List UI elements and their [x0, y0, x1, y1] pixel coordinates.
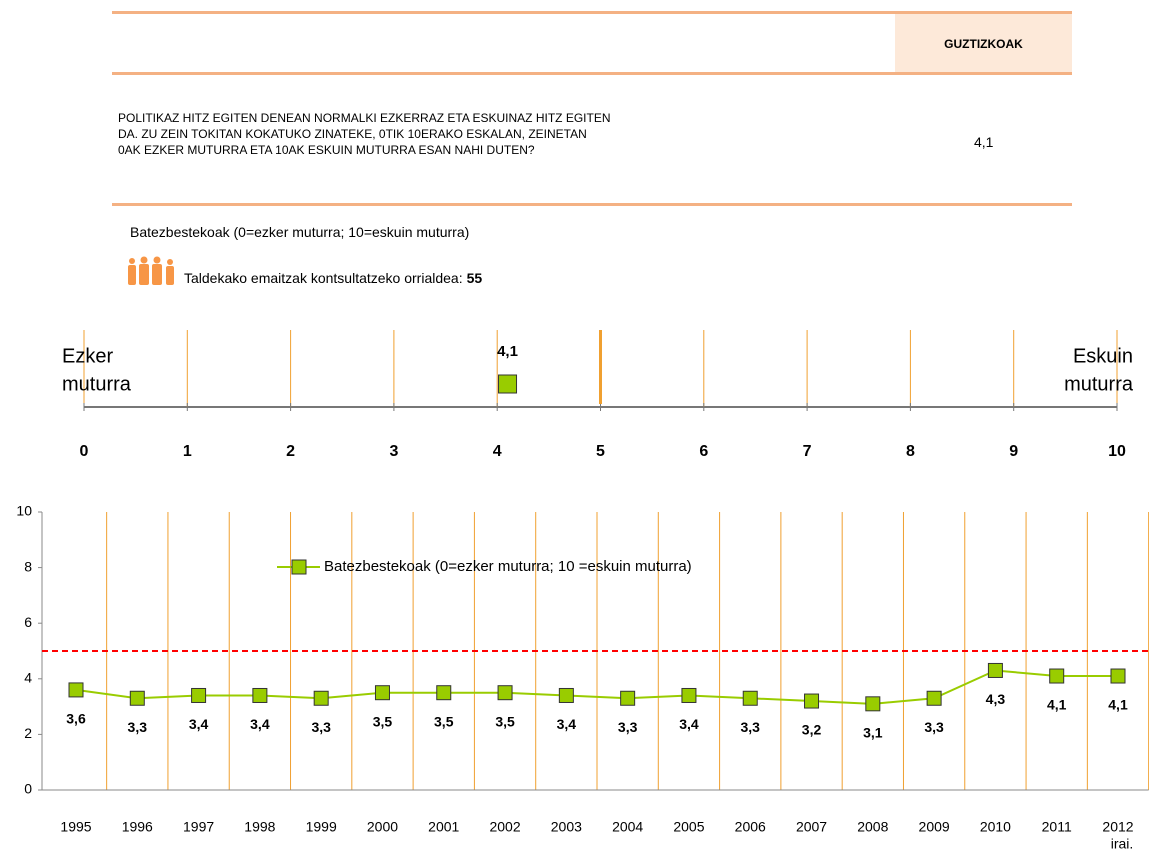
value-label: 3,5 — [373, 713, 393, 729]
value-label: 3,3 — [924, 719, 944, 735]
value-label: 3,4 — [250, 716, 270, 732]
marker — [313, 690, 329, 706]
marker — [620, 690, 636, 706]
marker — [497, 685, 513, 701]
legend-marker — [291, 559, 307, 575]
y-tick-label: 10 — [16, 503, 32, 519]
x-tick-label: 2000 — [367, 819, 398, 835]
value-label: 3,3 — [128, 719, 148, 735]
question-line: 0AK EZKER MUTURRA ETA 10AK ESKUIN MUTURR… — [118, 143, 535, 157]
x-tick-label: 8 — [906, 443, 915, 460]
x-tick-label: 2011 — [1042, 819, 1072, 835]
series-line — [75, 669, 1118, 705]
value-label: 3,3 — [311, 719, 331, 735]
x-tick-label: 1 — [183, 443, 192, 460]
marker — [68, 682, 84, 698]
x-tick-label: 2006 — [735, 819, 766, 835]
marker — [252, 687, 268, 703]
marker — [681, 687, 697, 703]
value-label: 4,1 — [497, 343, 518, 360]
rule — [112, 11, 1072, 14]
x-tick-label: 0 — [80, 443, 89, 460]
x-tick-label: 2005 — [673, 819, 704, 835]
x-tick-label: 1995 — [60, 819, 91, 835]
marker — [498, 374, 518, 394]
value-label: 3,4 — [557, 716, 577, 732]
rule — [112, 72, 1072, 75]
marker — [436, 685, 452, 701]
x-tick-label: 1997 — [183, 819, 214, 835]
value-label: 4,3 — [986, 691, 1006, 707]
x-tick-label: 4 — [493, 443, 502, 460]
y-tick-label: 6 — [24, 614, 32, 630]
marker — [987, 662, 1003, 678]
x-tick-label: 1996 — [122, 819, 153, 835]
value-label: 3,5 — [434, 713, 454, 729]
value-label: 3,1 — [863, 725, 883, 741]
y-tick-label: 0 — [24, 781, 32, 797]
value-label: 3,6 — [66, 711, 86, 727]
value-label: 3,4 — [189, 716, 209, 732]
x-tick-label: 1998 — [244, 819, 275, 835]
x-tick-label: 2010 — [980, 819, 1011, 835]
end-label: Eskuin — [1073, 345, 1133, 367]
legend-label: Batezbestekoak (0=ezker muturra; 10 =esk… — [324, 558, 692, 575]
marker — [865, 696, 881, 712]
marker — [1110, 668, 1126, 684]
value-label: 3,3 — [741, 719, 761, 735]
category-note: irai. — [1111, 836, 1134, 852]
value-label: 4,1 — [1047, 697, 1067, 713]
marker — [129, 690, 145, 706]
page-reference: Taldekako emaitzak kontsultatzeko orrial… — [184, 270, 482, 286]
value-label: 4,1 — [1108, 697, 1128, 713]
marker — [191, 687, 207, 703]
y-tick-label: 2 — [24, 725, 32, 741]
x-tick-label: 10 — [1108, 443, 1126, 460]
x-tick-label: 2001 — [428, 819, 459, 835]
x-tick-label: 2 — [286, 443, 295, 460]
end-label: muturra — [1064, 373, 1134, 395]
marker — [558, 687, 574, 703]
end-label: muturra — [62, 373, 132, 395]
x-tick-label: 5 — [596, 443, 605, 460]
x-tick-label: 2004 — [612, 819, 643, 835]
end-label: Ezker — [62, 345, 113, 367]
x-tick-label: 1999 — [306, 819, 337, 835]
x-tick-label: 2012 — [1102, 819, 1133, 835]
marker — [374, 685, 390, 701]
question-line: POLITIKAZ HITZ EGITEN DENEAN NORMALKI EZ… — [118, 111, 611, 125]
question: POLITIKAZ HITZ EGITEN DENEAN NORMALKI EZ… — [118, 110, 611, 158]
x-tick-label: 2002 — [489, 819, 520, 835]
marker — [926, 690, 942, 706]
marker — [742, 690, 758, 706]
x-tick-label: 6 — [699, 443, 708, 460]
y-tick-label: 4 — [24, 670, 32, 686]
page-number: 55 — [466, 270, 483, 286]
x-tick-label: 9 — [1009, 443, 1018, 460]
note: Batezbestekoak (0=ezker muturra; 10=esku… — [130, 224, 470, 240]
x-tick-label: 2009 — [919, 819, 950, 835]
value-label: 3,4 — [679, 716, 699, 732]
marker — [804, 693, 820, 709]
x-tick-label: 3 — [389, 443, 398, 460]
question-line: DA. ZU ZEIN TOKITAN KOKATUKO ZINATEKE, 0… — [118, 127, 587, 141]
column-header: GUZTIZKOAK — [895, 14, 1072, 73]
page-reference-text: Taldekako emaitzak kontsultatzeko orrial… — [184, 270, 463, 286]
value-label: 3,3 — [618, 719, 638, 735]
value-label: 3,2 — [802, 722, 822, 738]
x-tick-label: 2007 — [796, 819, 827, 835]
x-tick-label: 7 — [803, 443, 812, 460]
x-tick-label: 2003 — [551, 819, 582, 835]
cell-value: 4,1 — [974, 134, 994, 150]
people-icon — [128, 256, 174, 285]
y-tick-label: 8 — [24, 558, 32, 574]
x-tick-label: 2008 — [857, 819, 888, 835]
marker — [1049, 668, 1065, 684]
rule — [112, 203, 1072, 206]
value-label: 3,5 — [495, 713, 515, 729]
